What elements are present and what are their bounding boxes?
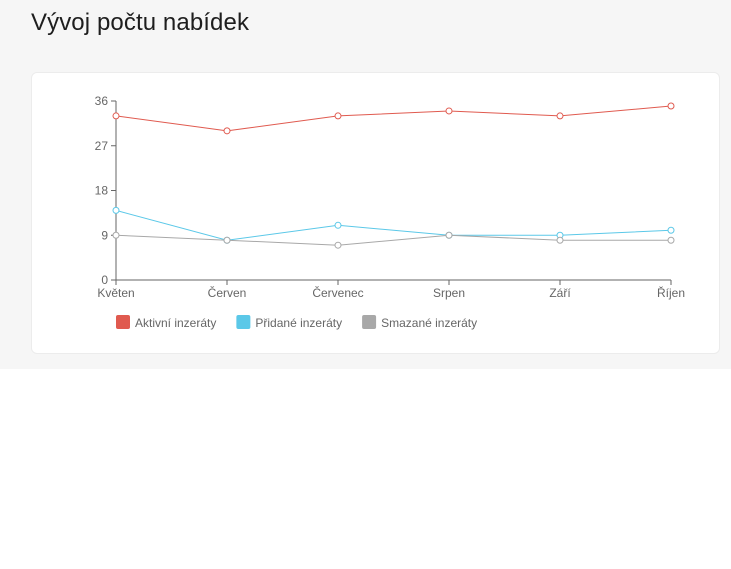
legend-item-2: Smazané inzeráty xyxy=(362,315,477,330)
y-tick-label: 27 xyxy=(95,139,109,153)
data-point xyxy=(556,112,564,120)
series-line xyxy=(115,234,671,246)
content-panel: Vývoj počtu nabídek xyxy=(31,9,720,354)
data-point xyxy=(445,107,453,115)
data-point xyxy=(445,231,453,239)
legend-label: Aktivní inzeráty xyxy=(135,316,216,330)
legend-swatch xyxy=(362,315,377,329)
legend-label: Přidané inzeráty xyxy=(255,316,342,330)
data-point xyxy=(112,231,120,239)
y-tick-label: 18 xyxy=(95,184,109,198)
chart-legend: Aktivní inzeráty Přidané inzeráty Smazané … xyxy=(116,315,477,330)
y-tick-label: 36 xyxy=(95,94,109,108)
page-title: Vývoj počtu nabídek xyxy=(31,9,250,36)
chart-card xyxy=(31,72,720,354)
x-tick-label: Červen xyxy=(208,285,247,300)
legend-item-1: Přidané inzeráty xyxy=(236,315,342,330)
data-point xyxy=(223,236,231,244)
data-point xyxy=(334,112,342,120)
data-point xyxy=(556,236,564,244)
x-tick-label: Červenec xyxy=(312,285,363,300)
series-1 xyxy=(112,206,675,244)
legend-swatch xyxy=(116,315,130,329)
x-tick-label: Říjen xyxy=(657,285,685,300)
series-line xyxy=(115,209,672,241)
y-tick-label: 0 xyxy=(101,273,108,287)
legend-swatch xyxy=(236,315,251,329)
series-line xyxy=(115,105,672,132)
data-point xyxy=(112,112,120,120)
legend-item-0: Aktivní inzeráty xyxy=(116,315,216,330)
data-point xyxy=(223,127,231,135)
data-point xyxy=(667,226,675,234)
legend-label: Smazané inzeráty xyxy=(381,316,477,330)
series-2 xyxy=(112,231,675,249)
x-tick-label: Srpen xyxy=(433,286,465,300)
x-tick-label: Září xyxy=(549,286,571,300)
data-point xyxy=(667,102,675,110)
data-point xyxy=(112,206,120,214)
series-0 xyxy=(112,102,675,135)
x-tick-label: Květen xyxy=(97,286,134,300)
data-point xyxy=(334,221,342,229)
y-tick-label: 9 xyxy=(101,228,108,242)
data-point xyxy=(334,241,342,249)
chart-axes: 0 9 18 27 36 Květen Červen Červenec Srpen Září Říj… xyxy=(95,94,685,300)
chart-series xyxy=(112,102,675,249)
data-point xyxy=(667,236,675,244)
